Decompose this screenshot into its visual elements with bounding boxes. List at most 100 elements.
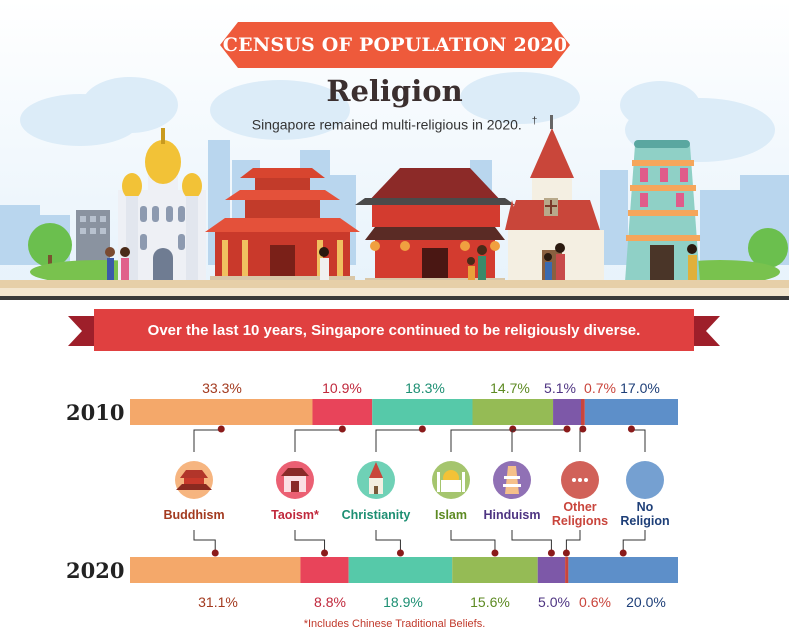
bar-buddhism-2010 <box>130 399 313 425</box>
value-label-hinduism-2020: 5.0% <box>538 594 570 610</box>
dot-2010-buddhism <box>217 425 225 433</box>
value-label-taoism-2010: 10.9% <box>322 380 362 396</box>
dot-2010-islam <box>509 425 517 433</box>
taoism-temple-glyph <box>281 468 309 492</box>
bar-islam-2010 <box>472 399 554 425</box>
other-religions-ellipsis-glyph <box>572 478 588 482</box>
legend-label-christianity: Christianity <box>342 508 411 522</box>
subtitle-text: Singapore remained multi-religious in 20… <box>251 116 522 133</box>
people <box>105 243 697 284</box>
value-label-christianity-2020: 18.9% <box>383 594 423 610</box>
islam-icon <box>432 461 470 499</box>
connector-2010-buddhism <box>193 429 222 452</box>
value-label-islam-2010: 14.7% <box>490 380 530 396</box>
value-label-none-2010: 17.0% <box>620 380 660 396</box>
connector-2010-other <box>579 429 584 452</box>
legend-label-buddhism: Buddhism <box>163 508 224 522</box>
dot-2020-other <box>562 549 570 557</box>
bar-taoism-2020 <box>300 557 349 583</box>
connector-2020-hinduism <box>511 530 552 553</box>
dot-2020-none <box>619 549 627 557</box>
connector-2010-none <box>630 429 646 452</box>
hindu-temple <box>625 140 700 282</box>
ribbon-text: Over the last 10 years, Singapore contin… <box>147 321 641 339</box>
buddhism-icon <box>175 461 213 499</box>
bar-hinduism-2010 <box>553 399 582 425</box>
bar-other-2020 <box>565 557 569 583</box>
dot-2010-hinduism <box>563 425 571 433</box>
connector-2020-buddhism <box>193 530 216 553</box>
legend-label-hinduism: Hinduism <box>484 508 541 522</box>
value-label-buddhism-2010: 33.3% <box>202 380 242 396</box>
christianity-icon <box>357 461 395 499</box>
dot-2020-islam <box>491 549 499 557</box>
dot-2010-christianity <box>418 425 426 433</box>
legend-label-line: Other <box>563 500 597 514</box>
legend-label-line: Hinduism <box>483 508 541 522</box>
bar-none-2020 <box>568 557 678 583</box>
road <box>0 296 789 300</box>
connector-2010-hinduism <box>511 429 568 452</box>
year-2010-label: 2010 <box>66 400 125 425</box>
footnote: *Includes Chinese Traditional Beliefs. <box>303 618 486 630</box>
census-banner: CENSUS OF POPULATION 2020 <box>220 22 570 68</box>
page-title: Religion <box>326 74 463 108</box>
value-label-none-2020: 20.0% <box>626 594 666 610</box>
legend-label-line: Religions <box>551 514 609 528</box>
dot-2010-none <box>627 425 635 433</box>
bar-christianity-2010 <box>372 399 473 425</box>
christianity-church-glyph <box>369 462 383 494</box>
connector-2010-taoism <box>294 429 343 452</box>
cathedral-building <box>118 128 206 280</box>
other-icon <box>561 461 599 499</box>
connector-2020-other <box>565 530 581 553</box>
bar-taoism-2010 <box>312 399 373 425</box>
connector-2020-islam <box>450 530 496 553</box>
value-label-other-2010: 0.7% <box>584 380 616 396</box>
dot-2010-other <box>579 425 587 433</box>
dot-2020-buddhism <box>211 549 219 557</box>
legend-label-line: Religion <box>620 514 670 528</box>
legend-label-line: Islam <box>435 508 467 522</box>
value-label-christianity-2010: 18.3% <box>405 380 445 396</box>
value-label-hinduism-2010: 5.1% <box>544 380 576 396</box>
none-icon <box>626 461 664 499</box>
banner-title: CENSUS OF POPULATION 2020 <box>222 34 568 56</box>
bar-christianity-2020 <box>348 557 453 583</box>
connector-2010-christianity <box>375 429 423 452</box>
value-label-islam-2020: 15.6% <box>470 594 510 610</box>
bar-hinduism-2020 <box>537 557 566 583</box>
hinduism-icon <box>493 461 531 499</box>
ribbon-shape <box>68 309 720 351</box>
connector-2010-islam <box>450 429 514 452</box>
legend-label-line: Buddhism <box>163 508 225 522</box>
subtitle-dagger: † <box>531 116 538 127</box>
connector-2020-christianity <box>375 530 401 553</box>
clouds <box>20 72 775 162</box>
value-label-buddhism-2020: 31.1% <box>198 594 238 610</box>
hinduism-temple-glyph <box>503 466 521 494</box>
banner-shape <box>220 22 570 68</box>
buddhism-temple-glyph <box>176 470 212 490</box>
legend-label-line: Taoism* <box>271 508 319 522</box>
value-label-taoism-2020: 8.8% <box>314 594 346 610</box>
legend-label-line: No <box>636 500 654 514</box>
legend-label-taoism: Taoism* <box>271 508 319 522</box>
connector-2020-none <box>622 530 646 553</box>
value-label-other-2020: 0.6% <box>579 594 611 610</box>
legend-label-other: Other Religions <box>552 500 608 528</box>
dot-2020-christianity <box>396 549 404 557</box>
dot-2020-taoism <box>321 549 329 557</box>
summary-ribbon: Over the last 10 years, Singapore contin… <box>68 306 720 354</box>
bar-other-2010 <box>581 399 585 425</box>
dot-2010-taoism <box>338 425 346 433</box>
legend-label-line: Christianity <box>341 508 411 522</box>
bar-none-2010 <box>584 399 678 425</box>
connector-2020-taoism <box>294 530 326 553</box>
bar-buddhism-2020 <box>130 557 301 583</box>
taoism-icon <box>276 461 314 499</box>
subtitle: Singapore remained multi-religious in 20… <box>0 116 789 133</box>
dot-2020-hinduism <box>547 549 555 557</box>
legend-label-islam: Islam <box>435 508 467 522</box>
year-2020-label: 2020 <box>66 558 125 583</box>
